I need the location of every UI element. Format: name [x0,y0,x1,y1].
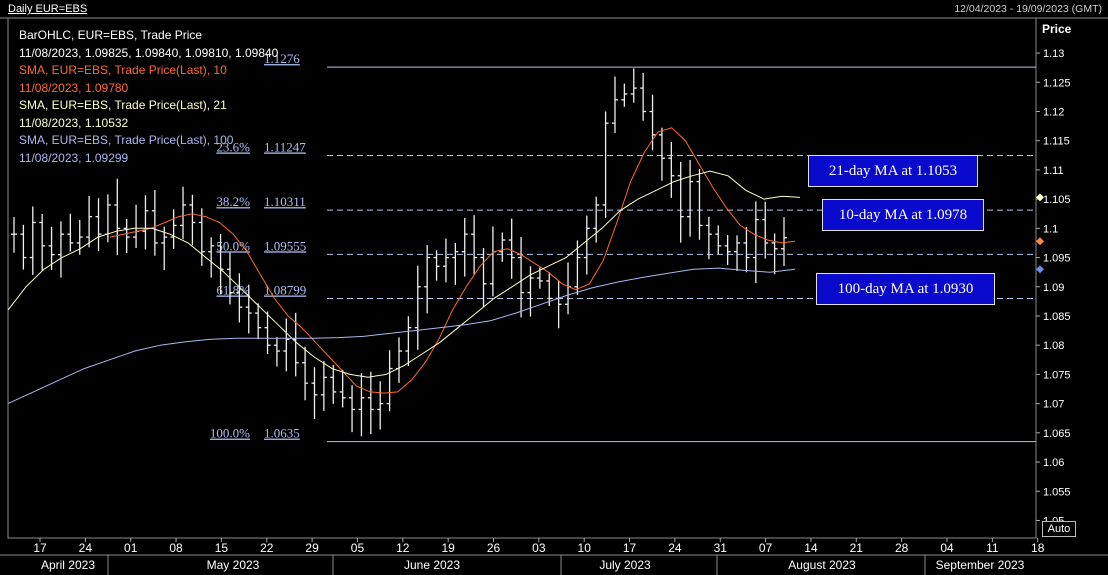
sma-line-100 [7,267,796,405]
x-tick-label: 28 [895,541,909,555]
last-value-marker [1036,237,1044,246]
fib-percent-label: 23.6% [216,139,250,154]
last-value-marker [1036,265,1044,274]
callout-10-day-ma: 10-day MA at 1.0978 [822,199,984,231]
chart-legend: BarOHLC, EUR=EBS, Trade Price 11/08/2023,… [19,27,278,167]
x-tick-label: 08 [169,541,183,555]
x-tick-label: 19 [441,541,455,555]
legend-line: 11/08/2023, 1.09780 [19,80,129,95]
month-label: July 2023 [599,558,651,572]
x-tick-label: 24 [668,541,682,555]
y-tick-label: 1.065 [1043,428,1071,440]
month-label: September 2023 [936,558,1025,572]
x-tick-label: 15 [215,541,229,555]
month-label: August 2023 [788,558,856,572]
fib-value-label: 1.0635 [264,426,300,441]
y-tick-label: 1.09 [1043,282,1064,294]
x-tick-label: 29 [305,541,319,555]
y-tick-label: 1.075 [1043,369,1071,381]
x-tick-label: 01 [124,541,138,555]
y-tick-label: 1.08 [1043,340,1064,352]
x-tick-label: 17 [623,541,637,555]
moving-averages [7,127,801,405]
y-tick-label: 1.06 [1043,457,1064,469]
legend-line: 11/08/2023, 1.09825, 1.09840, 1.09810, 1… [19,45,279,60]
last-value-marker [1036,193,1044,202]
fib-percent-label: 38.2% [216,194,250,209]
x-tick-label: 11 [986,541,999,555]
x-tick-label: 21 [850,541,864,555]
y-tick-label: 1.11 [1043,165,1064,177]
fibonacci-levels: 1.1276 23.6% 1.11247 38.2% 1.10311 50.0% 1.095… [210,51,1036,443]
fib-percent-label: 50.0% [216,238,250,253]
x-tick-label: 26 [487,541,501,555]
y-tick-label: 1.105 [1043,194,1071,206]
y-tick-label: 1.125 [1043,77,1071,89]
legend-line: SMA, EUR=EBS, Trade Price(Last), 10 [19,63,227,77]
x-tick-label: 31 [714,541,728,555]
y-tick-label: 1.085 [1043,311,1071,323]
x-tick-label: 10 [578,541,592,555]
legend-line: 11/08/2023, 1.10532 [19,115,129,130]
legend-line: SMA, EUR=EBS, Trade Price(Last), 100 [19,133,234,147]
callout-100-day-ma: 100-day MA at 1.0930 [816,273,995,305]
y-tick-label: 1.095 [1043,253,1071,265]
fib-value-label: 1.11247 [264,139,306,154]
x-tick-label: 05 [351,541,365,555]
y-tick-label: 1.1 [1043,223,1058,235]
fib-value-label: 1.08799 [264,283,306,298]
legend-line: 11/08/2023, 1.09299 [19,150,129,165]
date-range: 12/04/2023 - 19/09/2023 (GMT) [954,3,1102,15]
y-tick-label: 1.055 [1043,486,1071,498]
x-tick-label: 14 [804,541,818,555]
month-label: June 2023 [404,558,460,572]
y-tick-label: 1.12 [1043,106,1064,118]
x-tick-label: 07 [759,541,773,555]
fib-percent-label: 100.0% [210,426,250,441]
fib-value-label: 1.1276 [264,51,300,66]
y-tick-label: 1.07 [1043,399,1064,411]
legend-line: SMA, EUR=EBS, Trade Price(Last), 21 [19,98,227,112]
axes: Price1.131.1251.121.1151.111.1051.11.095… [33,22,1072,575]
y-tick-label: 1.115 [1043,136,1070,148]
month-label: April 2023 [41,558,95,572]
fib-value-label: 1.09555 [264,238,306,253]
y-axis-title: Price [1042,22,1072,36]
fib-value-label: 1.10311 [264,194,306,209]
x-tick-label: 03 [532,541,546,555]
sma-line-21 [7,170,801,378]
ohlc-bars [11,68,787,437]
sma-line-10 [109,127,796,394]
x-tick-label: 04 [940,541,954,555]
callout-21-day-ma: 21-day MA at 1.1053 [808,155,978,187]
y-tick-label: 1.13 [1043,48,1064,60]
x-tick-label: 24 [79,541,93,555]
x-tick-label: 22 [260,541,274,555]
chart-frame [0,17,1108,556]
chart-title[interactable]: Daily EUR=EBS [8,3,88,15]
fib-percent-label: 61.8% [216,283,250,298]
x-tick-label: 17 [33,541,47,555]
auto-scale-button[interactable]: Auto [1042,521,1076,537]
legend-line: BarOHLC, EUR=EBS, Trade Price [19,28,203,42]
month-label: May 2023 [207,558,260,572]
x-tick-label: 12 [396,541,410,555]
x-tick-label: 18 [1031,541,1045,555]
